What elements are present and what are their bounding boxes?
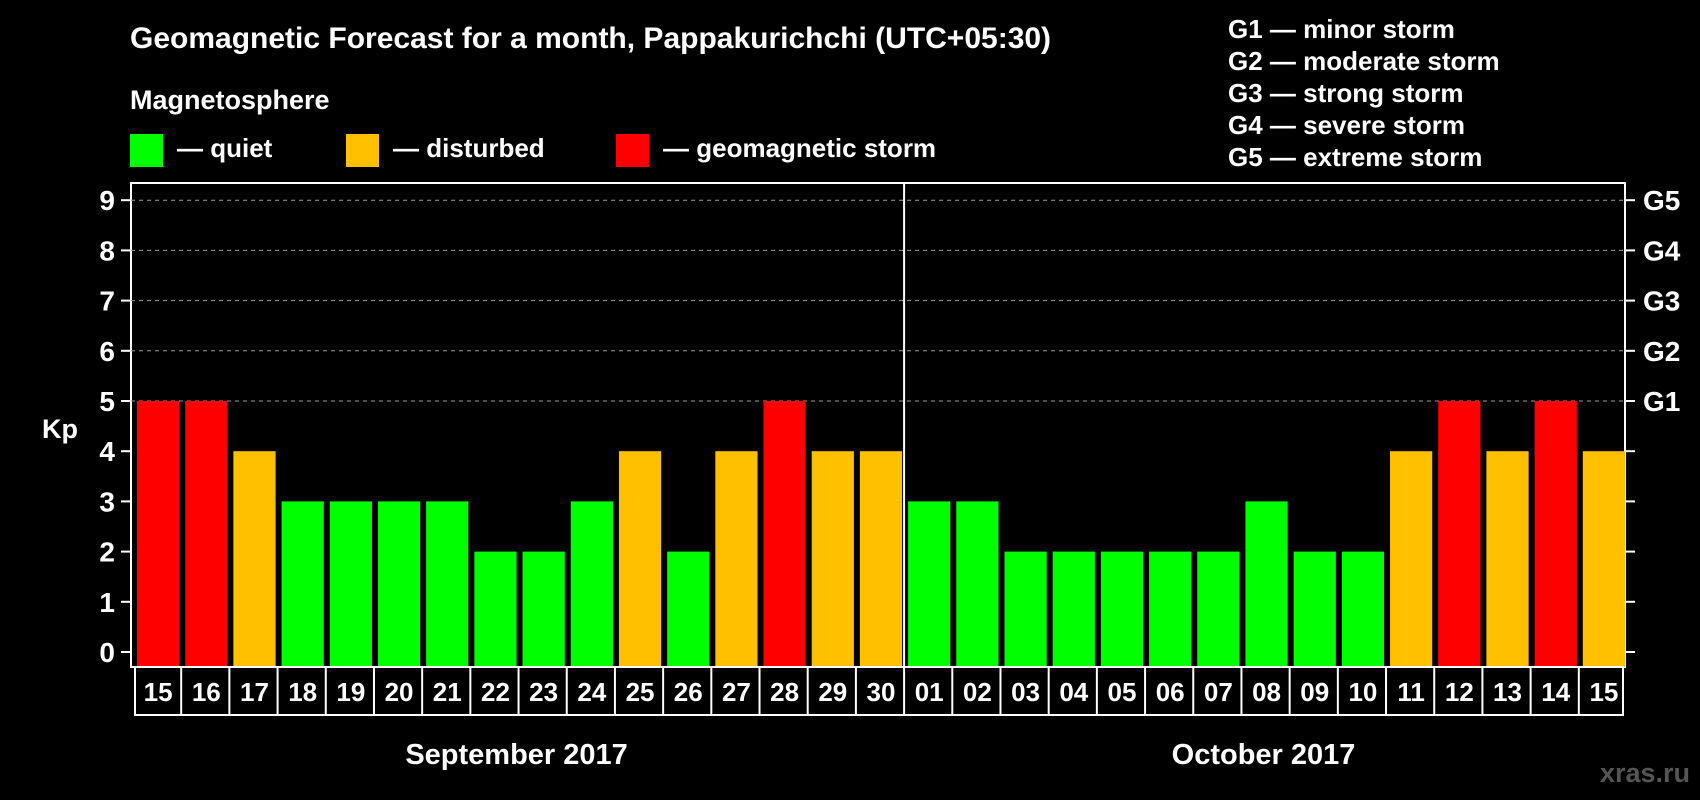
storm-level-legend: G1 — minor storm G2 — moderate storm G3 … (1228, 14, 1500, 172)
bar-14 (811, 451, 854, 667)
bar-15 (859, 451, 903, 667)
bar-4 (329, 501, 372, 667)
x-tick-label-12: 27 (722, 677, 751, 707)
bar-11 (667, 551, 710, 667)
x-tick-label-30: 15 (1589, 677, 1618, 707)
x-tick-label-10: 25 (626, 677, 655, 707)
y-tick-label-0: 0 (99, 637, 115, 668)
bar-18 (1004, 551, 1047, 667)
x-tick-label-15: 30 (867, 677, 896, 707)
x-tick-label-6: 21 (433, 677, 462, 707)
bar-29 (1534, 401, 1577, 667)
y-tick-label-7: 7 (99, 286, 115, 317)
x-tick-label-22: 07 (1204, 677, 1233, 707)
x-tick-label-25: 10 (1348, 677, 1377, 707)
bar-17 (956, 501, 999, 667)
bar-5 (377, 501, 421, 667)
bar-28 (1486, 451, 1529, 667)
right-tick-label-G2: G2 (1643, 336, 1680, 367)
bar-25 (1341, 551, 1385, 667)
x-tick-label-1: 16 (192, 677, 221, 707)
watermark: xras.ru (1600, 758, 1690, 788)
bar-1 (185, 401, 228, 667)
legend-label-disturbed: — disturbed (393, 133, 545, 163)
x-tick-label-13: 28 (770, 677, 799, 707)
x-tick-label-14: 29 (818, 677, 847, 707)
y-tick-label-2: 2 (99, 537, 115, 568)
magnetosphere-legend: — quiet — disturbed — geomagnetic storm (130, 133, 936, 167)
legend-swatch-storm (616, 134, 649, 167)
bar-30 (1582, 451, 1625, 667)
y-tick-label-5: 5 (99, 386, 115, 417)
bar-0 (137, 401, 180, 667)
legend-swatch-disturbed (346, 134, 379, 167)
month-label-0: September 2017 (405, 739, 627, 771)
x-tick-label-9: 24 (577, 677, 606, 707)
day-label-frame (134, 666, 1624, 716)
x-tick-label-2: 17 (240, 677, 269, 707)
x-tick-label-19: 04 (1059, 677, 1088, 707)
x-tick-label-29: 14 (1541, 677, 1570, 707)
bar-7 (474, 551, 517, 667)
storm-level-g2: G2 — moderate storm (1228, 46, 1500, 76)
x-tick-label-5: 20 (385, 677, 414, 707)
x-tick-label-26: 11 (1397, 677, 1425, 707)
x-tick-label-20: 05 (1108, 677, 1137, 707)
x-tick-label-7: 22 (481, 677, 510, 707)
bar-2 (233, 451, 276, 667)
y-tick-label-6: 6 (99, 336, 115, 367)
y-tick-label-4: 4 (99, 436, 115, 467)
storm-level-g3: G3 — strong storm (1228, 78, 1463, 108)
x-tick-label-18: 03 (1011, 677, 1040, 707)
right-tick-label-G5: G5 (1643, 185, 1680, 216)
y-axis-label: Kp (42, 414, 78, 444)
x-tick-label-16: 01 (915, 677, 944, 707)
bar-10 (618, 451, 662, 667)
legend-swatch-quiet (130, 134, 163, 167)
y-tick-label-9: 9 (99, 185, 115, 216)
bar-8 (522, 551, 565, 667)
storm-level-g5: G5 — extreme storm (1228, 142, 1482, 172)
x-tick-label-4: 19 (336, 677, 365, 707)
legend-label-quiet: — quiet (177, 133, 273, 163)
bar-19 (1052, 551, 1095, 667)
x-tick-label-23: 08 (1252, 677, 1281, 707)
x-tick-label-8: 23 (529, 677, 558, 707)
y-tick-label-8: 8 (99, 235, 115, 266)
bar-9 (570, 501, 613, 667)
bar-24 (1293, 551, 1336, 667)
bar-3 (281, 501, 324, 667)
bar-13 (763, 401, 806, 667)
bar-21 (1149, 551, 1192, 667)
storm-level-g1: G1 — minor storm (1228, 14, 1455, 44)
x-tick-label-21: 06 (1156, 677, 1185, 707)
bar-12 (715, 451, 758, 667)
x-tick-label-28: 13 (1493, 677, 1522, 707)
legend-heading: Magnetosphere (130, 85, 330, 115)
legend-label-storm: — geomagnetic storm (663, 133, 936, 163)
bar-23 (1245, 501, 1288, 667)
bar-20 (1100, 551, 1144, 667)
bar-16 (908, 501, 951, 667)
bar-27 (1438, 401, 1481, 667)
x-tick-label-3: 18 (288, 677, 317, 707)
bar-26 (1390, 451, 1433, 667)
y-tick-label-1: 1 (99, 587, 115, 618)
month-label-1: October 2017 (1172, 739, 1356, 771)
chart-title: Geomagnetic Forecast for a month, Pappak… (130, 22, 1051, 55)
x-tick-label-17: 02 (963, 677, 992, 707)
x-tick-label-0: 15 (144, 677, 173, 707)
right-tick-label-G3: G3 (1643, 286, 1680, 317)
y-tick-label-3: 3 (99, 486, 115, 517)
right-tick-label-G1: G1 (1643, 386, 1680, 417)
x-tick-label-24: 09 (1300, 677, 1329, 707)
bar-22 (1197, 551, 1240, 667)
right-tick-label-G4: G4 (1643, 235, 1681, 266)
storm-level-g4: G4 — severe storm (1228, 110, 1465, 140)
bar-6 (426, 501, 469, 667)
x-tick-label-27: 12 (1445, 677, 1474, 707)
x-tick-label-11: 26 (674, 677, 703, 707)
